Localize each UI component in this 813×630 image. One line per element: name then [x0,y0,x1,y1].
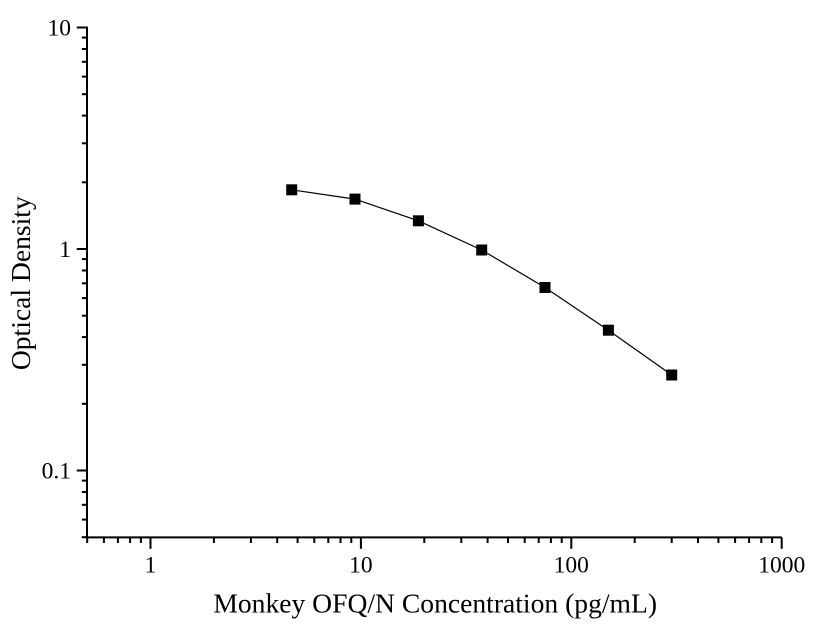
svg-text:1000: 1000 [758,552,805,578]
svg-text:10: 10 [349,552,373,578]
svg-text:100: 100 [554,552,589,578]
svg-text:1: 1 [59,237,71,263]
svg-text:Monkey OFQ/N Concentration (pg: Monkey OFQ/N Concentration (pg/mL) [213,588,657,619]
svg-text:0.1: 0.1 [42,458,71,484]
svg-text:10: 10 [48,15,72,41]
svg-text:1: 1 [145,552,157,578]
svg-text:Optical Density: Optical Density [5,196,36,370]
